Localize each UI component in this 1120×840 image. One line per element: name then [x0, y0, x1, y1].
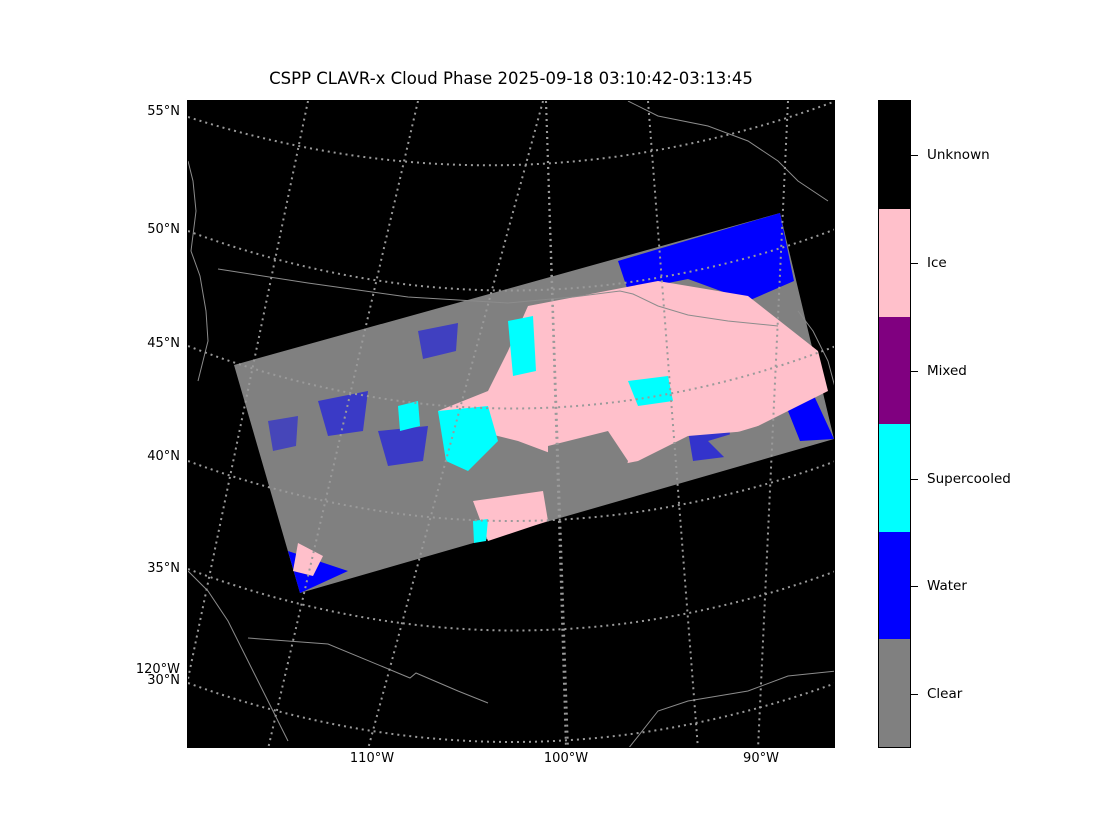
lat-label-45: 45°N: [147, 336, 180, 351]
colorbar-segment-unknown: [879, 101, 910, 209]
supercooled-region-5: [473, 519, 488, 543]
us-mexico-border: [247, 637, 489, 704]
ice-region-southwest: [293, 543, 323, 576]
lon-label-100w: 100°W: [543, 751, 589, 766]
colorbar-label-mixed: Mixed: [927, 363, 967, 379]
colorbar-tick: [911, 479, 918, 480]
water-region-scatter-3: [268, 416, 298, 451]
colorbar-segment-ice: [879, 209, 910, 317]
clear-region-east: [708, 426, 778, 461]
colorbar-tick: [911, 586, 918, 587]
colorbar-segment-mixed: [879, 317, 910, 424]
colorbar-label-unknown: Unknown: [927, 147, 990, 163]
parallel-35: [188, 568, 834, 632]
meridian-110: [367, 101, 544, 747]
great-lakes-shore: [797, 310, 834, 386]
colorbar-label-clear: Clear: [927, 686, 963, 702]
hudson-coast: [627, 101, 829, 202]
water-region-northeast: [618, 213, 794, 301]
colorbar-label-supercooled: Supercooled: [927, 471, 1011, 487]
meridian-95: [647, 101, 699, 747]
gulf-coast: [628, 670, 834, 747]
supercooled-region-1: [438, 406, 498, 471]
satellite-swath: [234, 213, 834, 593]
water-region-scatter-2: [378, 426, 428, 466]
colorbar-tick: [911, 155, 918, 156]
supercooled-region-4: [398, 401, 420, 431]
lon-label-90w: 90°W: [743, 751, 779, 766]
baja-coast: [188, 570, 289, 742]
colorbar-tick: [911, 694, 918, 695]
coastlines: [188, 101, 834, 747]
lon-label-110w: 110°W: [349, 751, 395, 766]
colorbar: [878, 100, 911, 748]
lon-label-120w: 120°W: [135, 662, 180, 677]
clear-region-interior: [548, 431, 628, 511]
meridian-100: [545, 101, 569, 747]
colorbar-label-ice: Ice: [927, 255, 947, 271]
ice-region-south: [473, 491, 548, 541]
lat-label-55: 55°N: [147, 104, 180, 119]
map-canvas: [188, 101, 834, 747]
parallel-50: [188, 228, 834, 292]
water-region-scatter-1: [318, 391, 368, 436]
colorbar-segment-water: [879, 532, 910, 639]
ice-region-main: [438, 281, 828, 471]
parallel-40: [188, 460, 834, 522]
colorbar-tick: [911, 371, 918, 372]
colorbar-label-water: Water: [927, 578, 967, 594]
lat-label-50: 50°N: [147, 222, 180, 237]
colorbar-tick: [911, 263, 918, 264]
meridian-90: [757, 101, 789, 747]
water-region-scatter-5: [418, 323, 458, 359]
parallel-30: [188, 682, 834, 743]
supercooled-region-2: [508, 316, 536, 376]
graticule: [188, 101, 834, 747]
lat-label-40: 40°N: [147, 449, 180, 464]
colorbar-segment-supercooled: [879, 424, 910, 532]
us-canada-border: [217, 268, 779, 327]
supercooled-region-3: [628, 376, 673, 406]
west-coast: [188, 160, 209, 382]
colorbar-segment-clear: [879, 639, 910, 747]
meridian-120: [188, 101, 309, 680]
lat-label-35: 35°N: [147, 561, 180, 576]
map-panel: [187, 100, 835, 748]
map-title: CSPP CLAVR-x Cloud Phase 2025-09-18 03:1…: [269, 69, 753, 88]
lat-label-30: 30°N: [147, 673, 180, 688]
parallel-45: [188, 345, 834, 410]
parallel-55: [188, 101, 834, 167]
